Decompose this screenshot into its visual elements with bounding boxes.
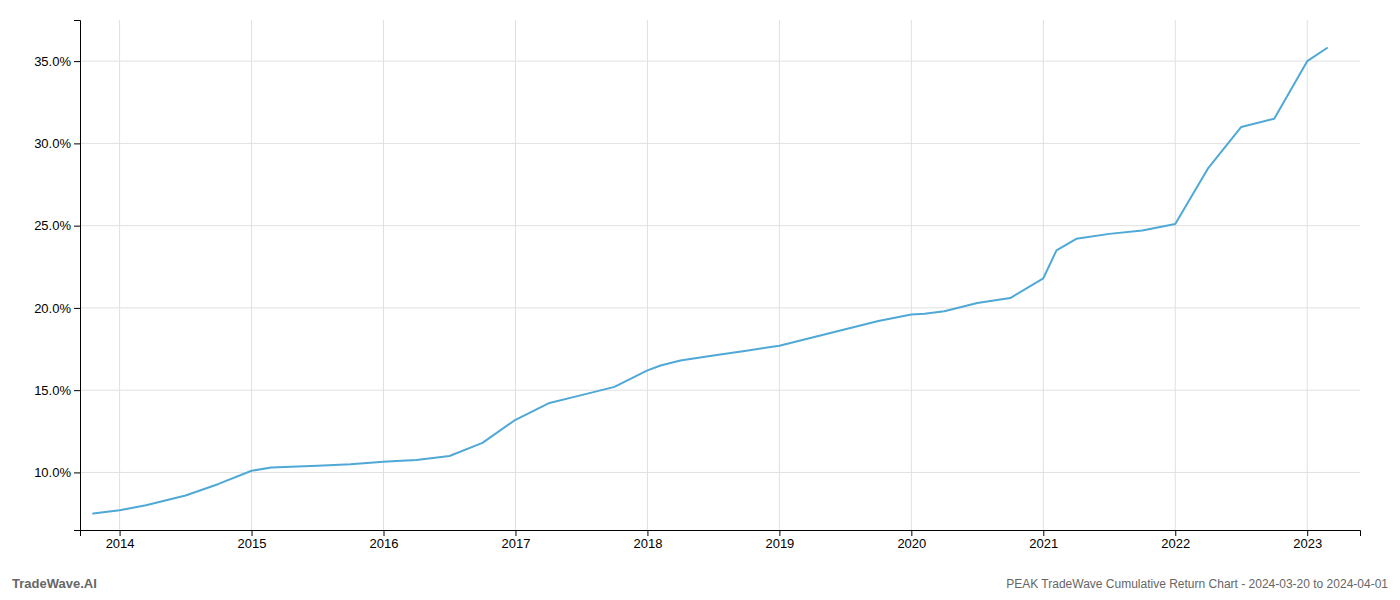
tick-mark [384, 530, 385, 536]
tick: 2021 [1029, 530, 1058, 551]
grid-line [80, 61, 1360, 62]
tick-label: 2014 [106, 536, 135, 551]
tick-label: 30.0% [34, 136, 71, 151]
grid-line [251, 20, 252, 530]
plot-area [93, 48, 1327, 514]
tick-label: 2015 [238, 536, 267, 551]
tick-mark [252, 530, 253, 536]
tick-mark [1175, 530, 1176, 536]
axis-line [81, 531, 1361, 537]
grid-line [383, 20, 384, 530]
grid-line [515, 20, 516, 530]
tick-label: 10.0% [34, 465, 71, 480]
tick-label: 2019 [765, 536, 794, 551]
tick: 2020 [897, 530, 926, 551]
tick: 35.0% [34, 54, 80, 69]
grid-line [1043, 20, 1044, 530]
grid-line [80, 307, 1360, 308]
tick-label: 2021 [1029, 536, 1058, 551]
tick-mark [74, 472, 80, 473]
grid-line [80, 390, 1360, 391]
grid-line [1175, 20, 1176, 530]
grid-line [80, 472, 1360, 473]
title: PEAK TradeWave Cumulative Return Chart -… [1006, 577, 1388, 591]
line [93, 48, 1327, 514]
tick-label: 2023 [1293, 536, 1322, 551]
grid-line [779, 20, 780, 530]
tick-mark [74, 143, 80, 144]
tick-mark [1043, 530, 1044, 536]
grid [80, 20, 1360, 530]
tick: 15.0% [34, 383, 80, 398]
tick: 2023 [1293, 530, 1322, 551]
tick: 2022 [1161, 530, 1190, 551]
tick: 20.0% [34, 301, 80, 316]
tick-mark [120, 530, 121, 536]
x-axis: 2014 2015 2016 2017 2018 2019 2020 2021 2022 2023 [81, 530, 1361, 551]
tick: 2016 [370, 530, 399, 551]
tick-mark [515, 530, 516, 536]
tick: 25.0% [34, 218, 80, 233]
tick: 2014 [106, 530, 135, 551]
grid-line [911, 20, 912, 530]
tick-label: 25.0% [34, 218, 71, 233]
tick: 2019 [765, 530, 794, 551]
tick: 2015 [238, 530, 267, 551]
tick-label: 35.0% [34, 54, 71, 69]
watermark: TradeWave.AI [12, 576, 97, 591]
tick: 10.0% [34, 465, 80, 480]
tick-mark [74, 390, 80, 391]
grid-line [1307, 20, 1308, 530]
tick-label: 20.0% [34, 301, 71, 316]
tick: 2017 [502, 530, 531, 551]
y-axis: 10.0% 15.0% 20.0% 25.0% 30.0% 35.0% [34, 21, 80, 531]
tick-label: 2017 [502, 536, 531, 551]
grid-line [80, 143, 1360, 144]
grid-line [647, 20, 648, 530]
tick-mark [911, 530, 912, 536]
tick-label: 15.0% [34, 383, 71, 398]
grid-line [119, 20, 120, 530]
chart: 2014 2015 2016 2017 2018 2019 2020 2021 2022 2023… [0, 0, 1400, 600]
tick-mark [647, 530, 648, 536]
tick-mark [779, 530, 780, 536]
tick-mark [74, 308, 80, 309]
tick: 2018 [633, 530, 662, 551]
tick-label: 2018 [633, 536, 662, 551]
tick-mark [1307, 530, 1308, 536]
tick: 30.0% [34, 136, 80, 151]
axis-line [74, 21, 81, 531]
tick-label: 2022 [1161, 536, 1190, 551]
tick-mark [74, 226, 80, 227]
tick-mark [74, 61, 80, 62]
tick-label: 2020 [897, 536, 926, 551]
tick-label: 2016 [370, 536, 399, 551]
